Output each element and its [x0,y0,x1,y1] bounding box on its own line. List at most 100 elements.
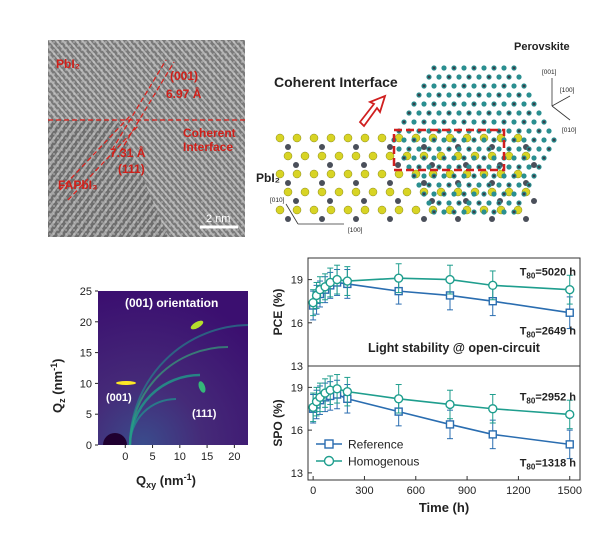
b-site-atom [457,201,461,205]
perovskite-atom [506,128,512,134]
giwaxs-xtick-label: 15 [201,451,213,463]
ytick-label: 16 [291,318,303,330]
perovskite-atom [491,119,497,125]
perovskite-atom [441,209,447,215]
peak-label-111: (111) [192,408,217,420]
iodine-atom [292,169,302,179]
perovskite-atom [476,182,482,188]
perovskite-atom [396,146,402,152]
iodine-atom [411,205,421,215]
perovskite-atom [501,209,507,215]
perovskite-atom [416,146,422,152]
perovskite-atom [496,74,502,80]
perovskite-atom [456,182,462,188]
b-site-atom [442,192,446,196]
diffraction-rings [103,320,248,445]
tem-label-plane111: (111) [118,162,145,176]
perovskite-atom [461,137,467,143]
perovskite-atom [461,209,467,215]
perovskite-atom [456,146,462,152]
iodine-atom [368,151,378,161]
lead-atom [421,144,427,150]
lead-atom [395,198,401,204]
perovskite-atom [511,155,517,161]
perovskite-atom [446,92,452,98]
b-site-atom [472,174,476,178]
lead-atom [531,198,537,204]
b-site-atom [452,66,456,70]
data-point-square [565,440,574,449]
giwaxs-xtick-label: 0 [122,451,128,463]
xlabel: Time (h) [419,500,469,515]
lead-atom [421,180,427,186]
tem-label-d2: 7.31 Å [110,145,146,160]
perovskite-atom [546,128,552,134]
perovskite-atom [446,200,452,206]
b-site-atom [457,165,461,169]
perovskite-atom [476,146,482,152]
b-site-atom [447,111,451,115]
giwaxs-xtick-label: 20 [228,451,240,463]
perovskite-atom [481,173,487,179]
perovskite-atom [516,74,522,80]
perovskite-lattice [391,65,557,215]
perovskite-atom [451,119,457,125]
stability-panel: 13 16 19 PCE (%) T80=5020 h T80=2649 h Light s… [268,252,588,528]
interface-arrow [358,94,387,128]
perovskite-atom [451,191,457,197]
b-site-atom [427,75,431,79]
lead-atom [285,216,291,222]
perovskite-atom [536,110,542,116]
b-site-atom [427,183,431,187]
b-site-atom [512,138,516,142]
iodine-atom [334,151,344,161]
giwaxs-ytick-label: 25 [80,286,92,298]
perovskite-atom [451,155,457,161]
iodine-atom [283,151,293,161]
b-site-atom [507,111,511,115]
data-point-circle [565,284,575,295]
iodine-atom [300,151,310,161]
b-site-atom [432,102,436,106]
b-site-atom [522,120,526,124]
lead-atom [361,198,367,204]
iodine-atom [360,205,370,215]
perovskite-atom [436,110,442,116]
data-point-circle [332,274,342,285]
b-site-atom [507,147,511,151]
b-site-atom [532,102,536,106]
b-site-atom [497,93,501,97]
b-site-atom [442,156,446,160]
b-site-atom [417,165,421,169]
perovskite-atom [416,110,422,116]
perovskite-atom [476,110,482,116]
b-site-atom [522,156,526,160]
perovskite-atom [441,173,447,179]
perovskite-atom [486,200,492,206]
perovskite-atom [421,137,427,143]
b-site-atom [432,174,436,178]
b-site-atom [442,84,446,88]
b-site-atom [447,147,451,151]
iodine-atom [343,169,353,179]
b-site-atom [462,84,466,88]
perovskite-atom [441,65,447,71]
perovskite-atom [496,110,502,116]
b-site-atom [417,93,421,97]
tem-label-fapbi3: FAPbI₃ [58,178,98,192]
iodine-atom [377,205,387,215]
perovskite-atom [401,137,407,143]
iodine-atom [351,151,361,161]
iodine-atom [292,133,302,143]
lead-atom [319,216,325,222]
perovskite-atom [436,74,442,80]
perovskite-atom [471,83,477,89]
perovskite-atom [506,164,512,170]
lead-atom [395,162,401,168]
ytick-label: 13 [291,361,303,373]
perovskite-atom [496,146,502,152]
legend-marker-square [324,439,334,449]
b-site-atom [402,156,406,160]
xtick-label: 300 [355,485,373,497]
